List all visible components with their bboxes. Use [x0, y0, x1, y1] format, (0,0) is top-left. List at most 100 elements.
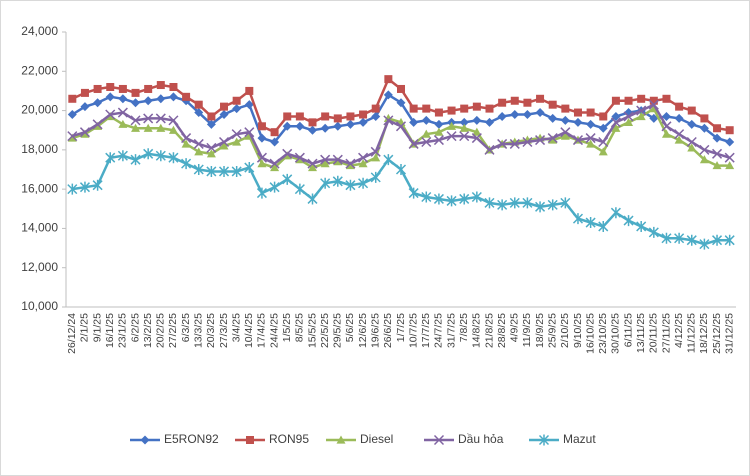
point — [308, 125, 318, 135]
point — [371, 153, 381, 162]
point — [294, 183, 305, 195]
point — [370, 171, 381, 183]
point — [143, 123, 153, 132]
legend-label: E5RON92 — [164, 432, 219, 446]
point — [270, 163, 280, 172]
x-tick-label: 16/1/25 — [104, 313, 116, 348]
x-tick-label: 11/12/25 — [686, 313, 698, 353]
x-tick-label: 10/4/25 — [243, 313, 255, 348]
point — [143, 113, 154, 124]
point — [484, 197, 495, 209]
x-tick-label: 25/9/25 — [546, 313, 558, 348]
point — [536, 94, 545, 103]
x-tick-label: 23/10/25 — [597, 313, 609, 354]
point — [383, 115, 394, 126]
point — [231, 129, 242, 140]
point — [712, 148, 723, 159]
point — [687, 106, 696, 115]
x-tick-label: 27/2/25 — [167, 313, 179, 348]
x-tick-label: 30/10/25 — [610, 313, 622, 354]
point — [168, 92, 178, 102]
x-tick-label: 10/7/25 — [407, 313, 419, 348]
point — [661, 232, 672, 244]
point — [332, 154, 343, 165]
point — [422, 104, 431, 113]
point — [232, 104, 242, 114]
point — [282, 121, 292, 131]
point — [724, 152, 735, 163]
point — [117, 150, 128, 162]
point — [106, 83, 115, 91]
legend-marker — [140, 435, 150, 445]
legend-marker — [336, 435, 346, 444]
point — [79, 181, 90, 193]
point — [269, 158, 280, 169]
point — [345, 161, 355, 170]
legend-label: RON95 — [269, 432, 309, 446]
y-tick-label: 20,000 — [21, 103, 58, 117]
point — [674, 113, 684, 123]
point — [636, 105, 647, 116]
point — [282, 148, 293, 159]
y-tick-label: 22,000 — [21, 63, 58, 77]
point — [472, 102, 481, 111]
point — [510, 96, 519, 105]
x-tick-label: 12/6/25 — [357, 313, 369, 348]
point — [572, 135, 584, 146]
y-tick-label: 14,000 — [21, 221, 58, 235]
point — [207, 112, 216, 121]
point — [332, 175, 343, 187]
point — [547, 133, 558, 144]
point — [522, 197, 533, 209]
point — [244, 100, 254, 110]
point — [433, 135, 444, 146]
point — [522, 136, 533, 148]
x-tick-label: 19/6/25 — [369, 313, 381, 348]
legend-label: Diesel — [360, 432, 393, 446]
x-tick-label: 20/11/25 — [648, 313, 660, 353]
x-tick-label: 15/5/25 — [306, 313, 318, 348]
x-tick-label: 8/5/25 — [294, 313, 306, 342]
point — [320, 123, 330, 133]
point — [700, 114, 709, 123]
point — [408, 187, 419, 199]
point — [333, 157, 343, 166]
point — [321, 112, 330, 121]
point — [421, 191, 432, 203]
point — [182, 92, 191, 101]
point — [144, 84, 153, 93]
point — [686, 136, 697, 148]
point — [105, 152, 116, 164]
point — [294, 152, 305, 163]
point — [257, 133, 267, 143]
point — [459, 123, 469, 132]
point — [383, 113, 393, 123]
point — [67, 110, 77, 119]
point — [460, 104, 469, 113]
point — [155, 113, 166, 124]
y-tick-label: 12,000 — [21, 260, 58, 274]
point — [624, 96, 633, 105]
x-tick-label: 24/4/25 — [268, 313, 280, 348]
point — [371, 104, 380, 113]
point — [397, 84, 405, 93]
point — [80, 102, 90, 112]
point — [447, 106, 456, 115]
point — [547, 199, 558, 211]
point — [244, 127, 255, 138]
series-markers — [67, 148, 735, 250]
point — [370, 146, 381, 157]
x-tick-label: 20/2/25 — [155, 313, 167, 348]
point — [384, 75, 393, 84]
point — [345, 179, 356, 191]
point — [395, 121, 407, 132]
point — [131, 98, 141, 108]
x-tick-label: 4/9/25 — [509, 313, 521, 342]
y-tick-label: 16,000 — [21, 181, 58, 195]
point — [586, 139, 596, 148]
point — [661, 111, 671, 121]
x-tick-label: 26/12/24 — [66, 313, 78, 354]
point — [93, 98, 103, 108]
y-tick-label: 10,000 — [21, 299, 58, 313]
